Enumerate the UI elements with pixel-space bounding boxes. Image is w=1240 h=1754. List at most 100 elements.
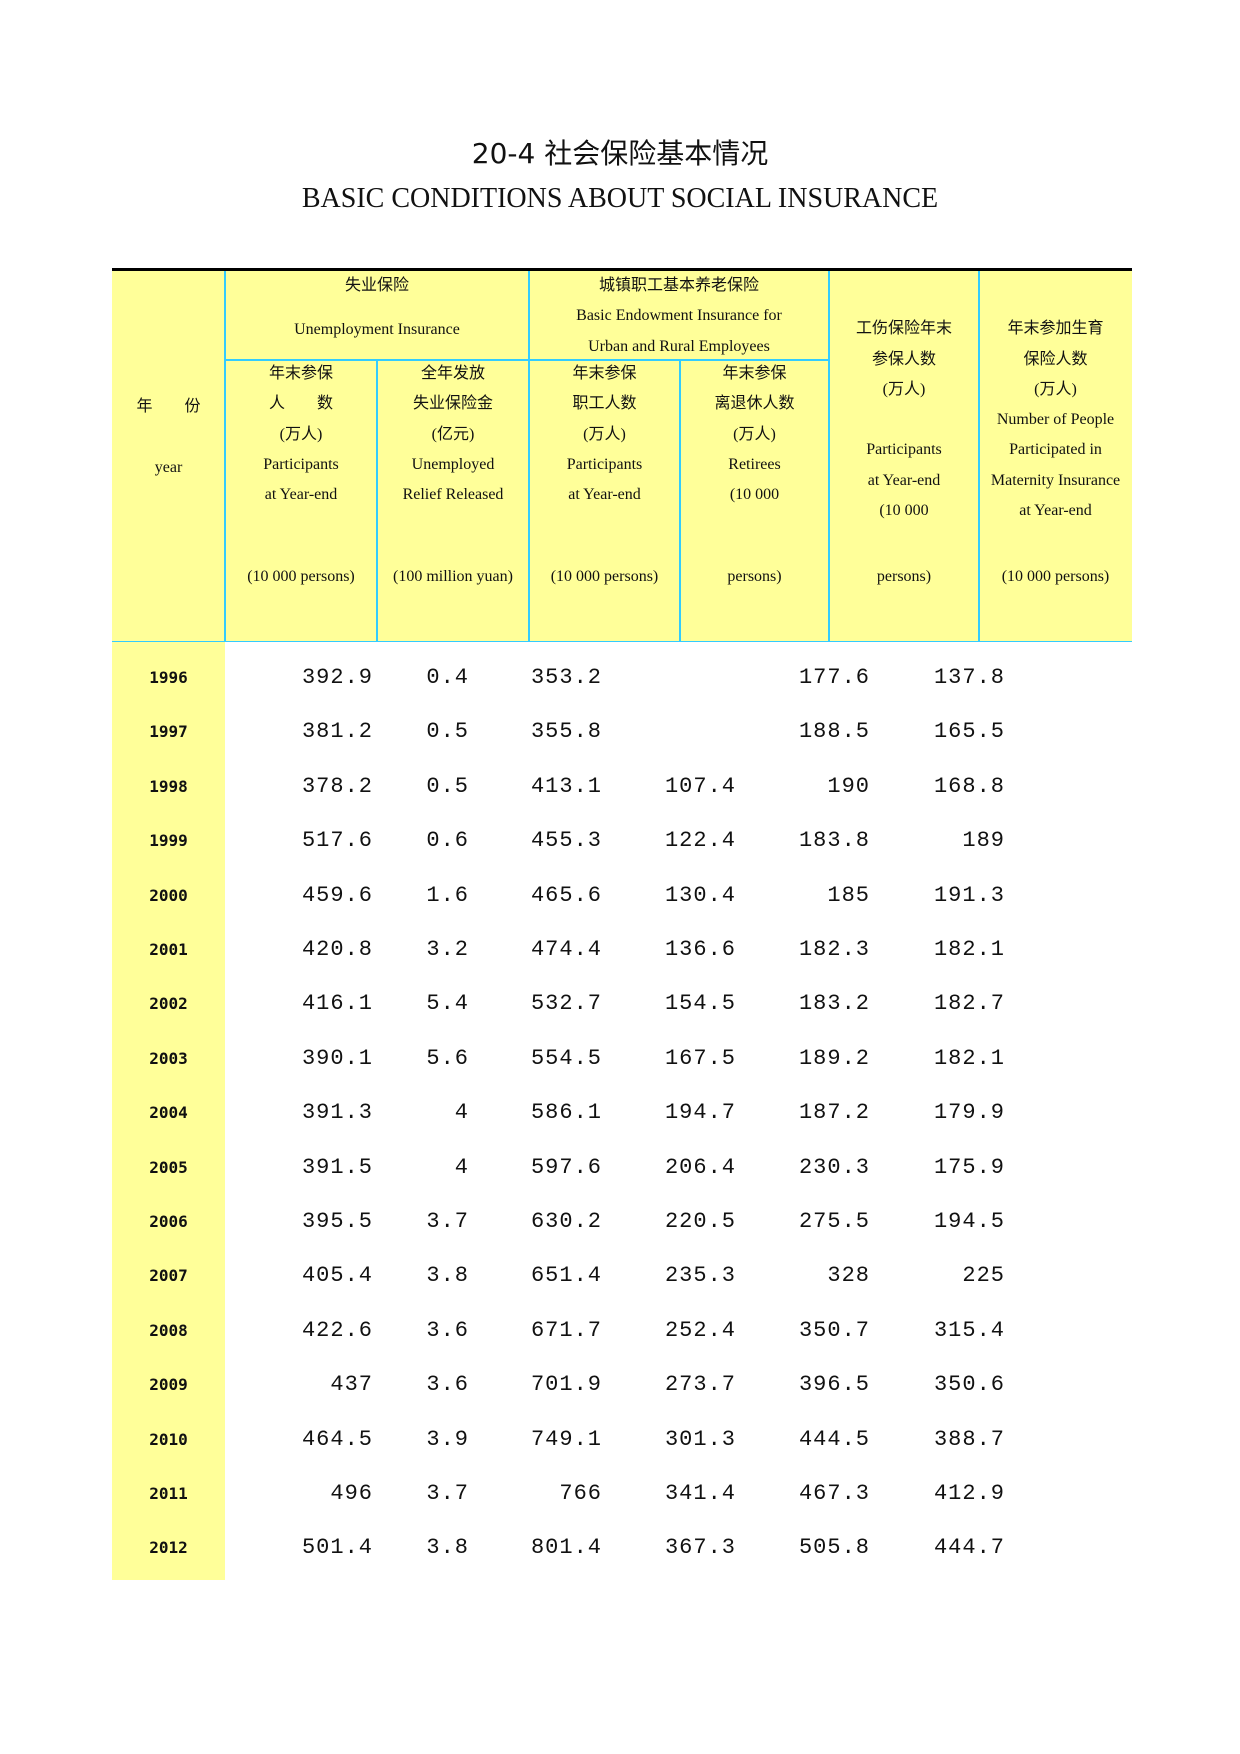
value-cell: 464.5 [301,1426,373,1452]
value-cell: 122.4 [664,828,736,854]
year-cell: 2012 [149,1538,188,1558]
value-cell: 467.3 [798,1481,870,1506]
value-cell: 341.4 [664,1481,736,1506]
header-unemployment-group: 失业保险 Unemployment Insurance [225,271,529,359]
value-cell: 532.7 [530,991,602,1017]
header-line: 离退休人数 [714,395,795,413]
header-line: 年末参保 [722,365,787,382]
value-cell: 381.2 [301,719,373,745]
header-column-5: 工伤保险年末 参保人数 (万人) Participants at Year-end (10… [829,271,979,642]
value-cell: 396.5 [798,1372,870,1398]
year-cell: 2001 [149,940,188,959]
table-row: 1998 378.2 0.5 413.1 107.4 190 168.8 [112,760,1132,814]
header-line: Unemployed [411,455,495,473]
header-endowment-line: Urban and Rural Employees [588,337,770,355]
value-cell: 395.5 [301,1209,373,1234]
header-line: 失业保险金 [412,395,493,413]
value-cell: 554.5 [530,1045,602,1071]
table-row: 1996 392.9 0.4 353.2 177.6 137.8 [112,651,1132,705]
value-cell: 107.4 [664,773,736,799]
header-unit: (10 000 persons) [247,568,355,585]
value-cell: 182.1 [933,1045,1005,1071]
header-line [979,284,1132,314]
value-cell: 630.2 [530,1209,602,1234]
value-cell: 130.4 [664,882,736,908]
year-cell: 1998 [149,776,188,796]
value-cell: 182.7 [933,991,1005,1017]
value-cell: 3.8 [426,1263,469,1289]
value-cell: 437 [330,1372,373,1398]
value-cell: 252.4 [664,1317,736,1343]
value-cell: 154.5 [664,991,736,1017]
header-year-cn: 年 份 [136,398,201,415]
value-cell: 350.7 [798,1317,870,1343]
value-cell: 0.5 [426,773,469,799]
value-cell: 328 [827,1263,870,1289]
year-cell: 2009 [149,1375,188,1395]
value-cell: 5.6 [426,1045,469,1071]
value-cell: 378.2 [301,773,373,799]
table-row: 2003 390.1 5.6 554.5 167.5 189.2 182.1 [112,1032,1132,1086]
value-cell: 182.3 [798,937,870,962]
year-cell: 2005 [149,1157,188,1177]
value-cell: 185 [827,882,870,908]
table-row: 2000 459.6 1.6 465.6 130.4 185 191.3 [112,869,1132,923]
header-line: Participants [263,455,339,473]
header-endowment-line: Basic Endowment Insurance for [576,307,782,325]
year-cell: 2003 [149,1048,188,1068]
header-unit: persons) [876,568,932,585]
value-cell: 183.2 [798,991,870,1017]
header-unit: (10 000 persons) [550,568,659,585]
value-cell: 459.6 [301,882,373,908]
value-cell: 749.1 [530,1426,602,1452]
value-cell: 1.6 [426,882,469,908]
value-cell: 175.9 [933,1154,1005,1180]
value-cell: 350.6 [933,1372,1005,1398]
year-cell: 2004 [149,1103,188,1123]
header-line [829,405,979,435]
value-cell: 225 [962,1263,1005,1289]
value-cell: 405.4 [301,1263,373,1289]
header-line: (10 000 [729,486,780,504]
header-line: (万人) [882,380,926,398]
value-cell: 474.4 [530,937,602,962]
value-cell: 206.4 [664,1154,736,1180]
header-line: 职工人数 [572,395,637,413]
table-row: 2001 420.8 3.2 474.4 136.6 182.3 182.1 [112,923,1132,977]
table-row: 2004 391.3 4 586.1 194.7 187.2 179.9 [112,1086,1132,1140]
header-line: (万人) [279,425,323,443]
value-cell: 190 [827,773,870,799]
header-line: (万人) [733,425,776,443]
header-year: 年 份 year [112,271,225,642]
value-cell: 413.1 [530,773,602,799]
header-line: 全年发放 [420,365,485,382]
value-cell: 701.9 [530,1372,602,1398]
value-cell: 136.6 [664,937,736,962]
value-cell: 137.8 [933,665,1005,690]
header-line: Retirees [728,455,781,473]
value-cell: 517.6 [301,828,373,854]
value-cell: 671.7 [530,1317,602,1343]
value-cell: 422.6 [301,1317,373,1343]
year-cell: 2011 [149,1484,188,1503]
header-column-4: 年末参保 离退休人数 (万人) Retirees (10 000 persons) [680,359,829,642]
header-unemployment-en: Unemployment Insurance [294,321,460,339]
value-cell: 355.8 [530,719,602,745]
value-cell: 168.8 [933,773,1005,799]
table-row: 2009 437 3.6 701.9 273.7 396.5 350.6 [112,1358,1132,1412]
header-column-2: 全年发放 失业保险金 (亿元) Unemployed Relief Released (1… [377,359,529,642]
value-cell: 455.3 [530,828,602,854]
divider [225,359,829,361]
header-line: 保险人数 [1023,350,1088,368]
value-cell: 3.7 [426,1481,469,1506]
value-cell: 179.9 [933,1100,1005,1126]
value-cell: 194.5 [933,1209,1005,1234]
header-line: Participated in [1009,441,1102,459]
value-cell: 301.3 [664,1426,736,1452]
year-cell: 2007 [149,1266,188,1286]
value-cell: 230.3 [798,1154,870,1180]
table-row: 1999 517.6 0.6 455.3 122.4 183.8 189 [112,814,1132,868]
divider [376,359,378,642]
table-row: 2008 422.6 3.6 671.7 252.4 350.7 315.4 [112,1304,1132,1358]
value-cell: 0.5 [426,719,469,745]
